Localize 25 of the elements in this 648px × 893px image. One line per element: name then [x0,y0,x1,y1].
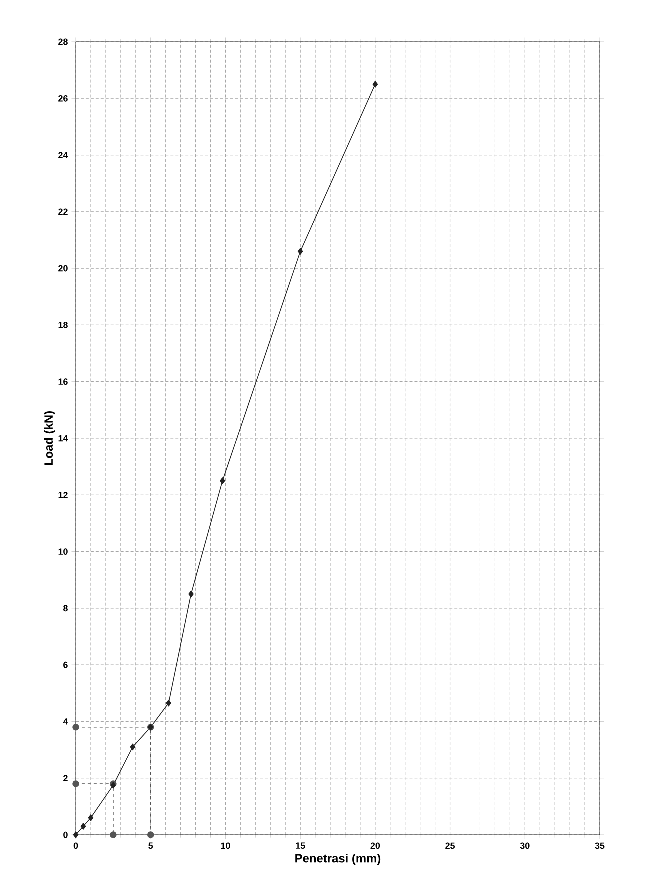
y-axis-title: Load (kN) [44,412,56,466]
x-tick-label: 35 [595,842,605,850]
y-tick-label: 22 [58,208,68,216]
x-tick-label: 30 [520,842,530,850]
y-tick-label: 8 [64,605,68,612]
y-tick-label: 18 [58,322,68,328]
y-tick-label: 6 [64,662,68,668]
y-tick-label: 14 [58,435,68,442]
x-tick-label: 20 [370,842,380,850]
y-tick-label: 2 [64,775,68,782]
y-tick-label: 12 [58,492,68,498]
x-axis-title: Penetrasi (mm) [296,854,381,866]
x-tick-label: 10 [221,842,230,850]
x-tick-label: 0 [74,842,78,850]
y-tick-label: 0 [64,832,68,838]
x-tick-label: 5 [148,842,154,850]
y-tick-label: 28 [58,38,68,46]
y-tick-label: 20 [58,265,68,272]
x-tick-label: 25 [446,842,456,850]
y-tick-label: 24 [58,152,68,158]
y-tick-label: 26 [58,95,68,102]
x-tick-label: 15 [296,842,306,850]
y-tick-label: 10 [58,548,68,555]
y-tick-label: 4 [63,718,68,725]
y-tick-label: 16 [58,378,68,386]
